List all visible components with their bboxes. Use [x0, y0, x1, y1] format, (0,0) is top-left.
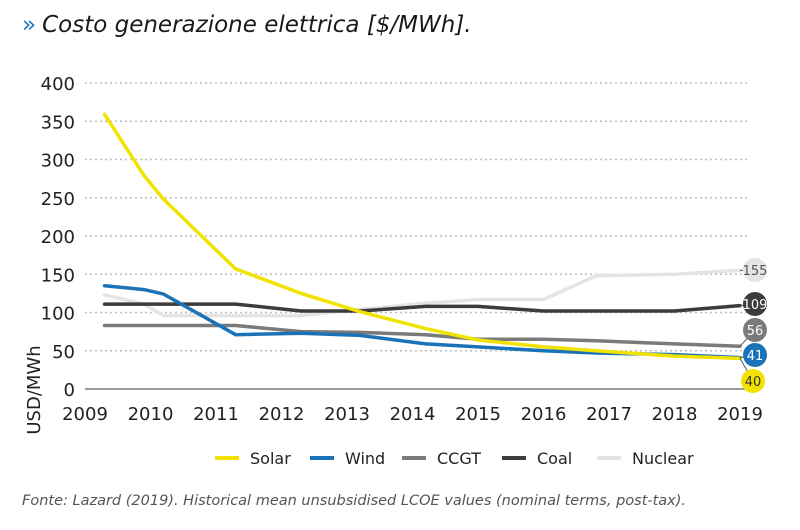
y-tick-label: 0 [64, 380, 75, 401]
end-label-badge-coal [743, 292, 767, 316]
source-note: Fonte: Lazard (2019). Historical mean un… [22, 493, 687, 509]
x-tick-label: 2010 [128, 404, 174, 425]
title-text: Costo generazione elettrica [$/MWh]. [42, 12, 472, 38]
end-label-wind: 41 [747, 349, 764, 364]
legend-label-nuclear: Nuclear [632, 449, 694, 468]
series-line-solar [102, 112, 742, 361]
end-label-badge-solar [741, 369, 765, 393]
x-tick-label: 2016 [521, 404, 567, 425]
series-line-coal [102, 302, 742, 313]
y-tick-label: 150 [41, 265, 75, 286]
y-tick-label: 100 [41, 304, 75, 325]
x-tick-label: 2019 [717, 404, 763, 425]
chart-title: » Costo generazione elettrica [$/MWh]. [22, 12, 472, 38]
x-tick-label: 2015 [455, 404, 501, 425]
x-tick-label: 2017 [586, 404, 632, 425]
legend-label-wind: Wind [345, 449, 385, 468]
y-tick-label: 50 [52, 342, 75, 363]
y-tick-label: 250 [41, 189, 75, 210]
x-tick-label: 2012 [259, 404, 305, 425]
series-line-wind [102, 283, 742, 360]
end-label-badge-wind [743, 343, 767, 367]
x-tick-label: 2009 [62, 404, 108, 425]
y-tick-label: 350 [41, 112, 75, 133]
y-tick-label: 300 [41, 151, 75, 172]
end-label-nuclear: 155 [743, 264, 768, 279]
x-tick-label: 2011 [193, 404, 239, 425]
series-line-nuclear [102, 268, 742, 318]
legend-label-solar: Solar [250, 449, 291, 468]
end-label-solar: 40 [745, 375, 762, 390]
x-tick-label: 2014 [390, 404, 436, 425]
end-label-badge-ccgt [743, 318, 767, 342]
y-axis-title: USD/MWh [24, 345, 45, 434]
legend-label-ccgt: CCGT [437, 449, 481, 468]
end-label-coal: 109 [743, 298, 768, 313]
end-label-badge-nuclear [743, 258, 767, 282]
end-label-ccgt: 56 [747, 324, 764, 339]
y-tick-label: 400 [41, 74, 75, 95]
title-marker-icon: » [22, 12, 37, 38]
series-line-ccgt [102, 323, 742, 348]
x-tick-label: 2018 [652, 404, 698, 425]
y-tick-label: 200 [41, 227, 75, 248]
legend-label-coal: Coal [537, 449, 572, 468]
x-tick-label: 2013 [324, 404, 370, 425]
